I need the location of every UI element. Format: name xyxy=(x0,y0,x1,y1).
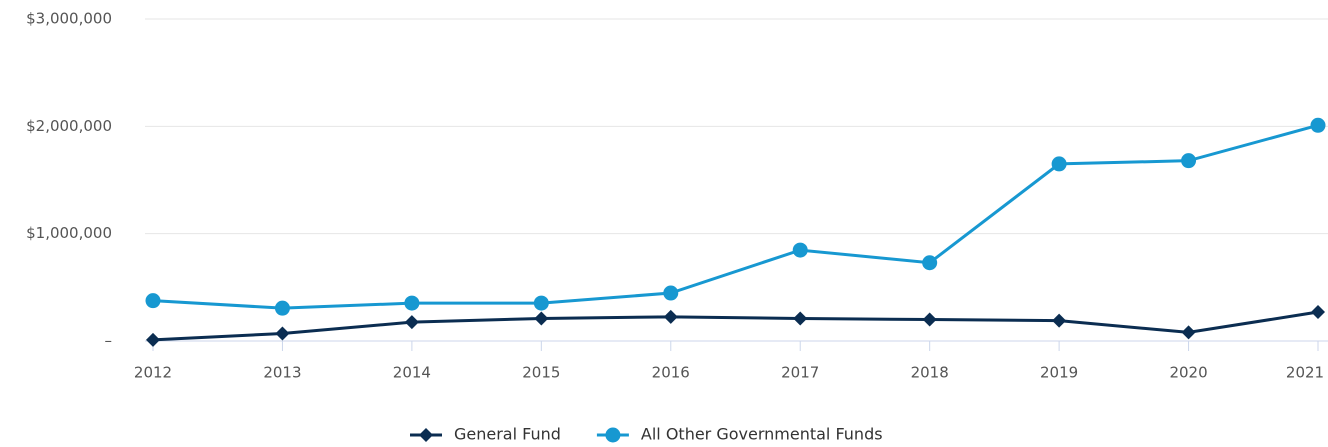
x-tick-label: 2015 xyxy=(522,364,560,382)
marker xyxy=(793,311,808,326)
series-line xyxy=(152,123,1319,310)
x-tick-label: 2012 xyxy=(134,364,172,382)
marker xyxy=(1052,313,1067,328)
marker xyxy=(274,300,290,316)
x-tick-label: 2013 xyxy=(263,364,301,382)
marker xyxy=(1051,156,1067,172)
x-tick-label: 2021 xyxy=(1286,364,1324,382)
x-tick-label: 2017 xyxy=(781,364,819,382)
marker xyxy=(663,309,678,324)
marker xyxy=(404,315,419,330)
marker xyxy=(792,242,808,258)
legend-label: General Fund xyxy=(454,425,561,444)
marker xyxy=(1311,305,1325,320)
marker xyxy=(534,311,549,326)
x-tick-label: 2018 xyxy=(911,364,949,382)
y-tick-label: $3,000,000 xyxy=(26,10,112,28)
legend-marker xyxy=(419,428,433,442)
x-tick-label: 2020 xyxy=(1169,364,1207,382)
y-tick-label: – xyxy=(105,332,113,350)
marker xyxy=(1310,117,1326,133)
marker xyxy=(533,295,549,311)
marker xyxy=(922,312,937,327)
y-tick-label: $1,000,000 xyxy=(26,224,112,242)
marker xyxy=(145,293,161,309)
marker xyxy=(146,332,160,347)
marker xyxy=(1181,325,1196,340)
marker xyxy=(663,285,679,301)
marker xyxy=(922,255,938,271)
marker xyxy=(275,326,290,341)
marker xyxy=(1181,153,1197,169)
series-line xyxy=(152,310,1319,342)
x-tick-label: 2014 xyxy=(393,364,431,382)
y-tick-label: $2,000,000 xyxy=(26,117,112,135)
x-tick-label: 2016 xyxy=(652,364,690,382)
legend-marker xyxy=(605,427,621,443)
x-tick-label: 2019 xyxy=(1040,364,1078,382)
legend-label: All Other Governmental Funds xyxy=(641,425,883,444)
marker xyxy=(404,295,420,311)
